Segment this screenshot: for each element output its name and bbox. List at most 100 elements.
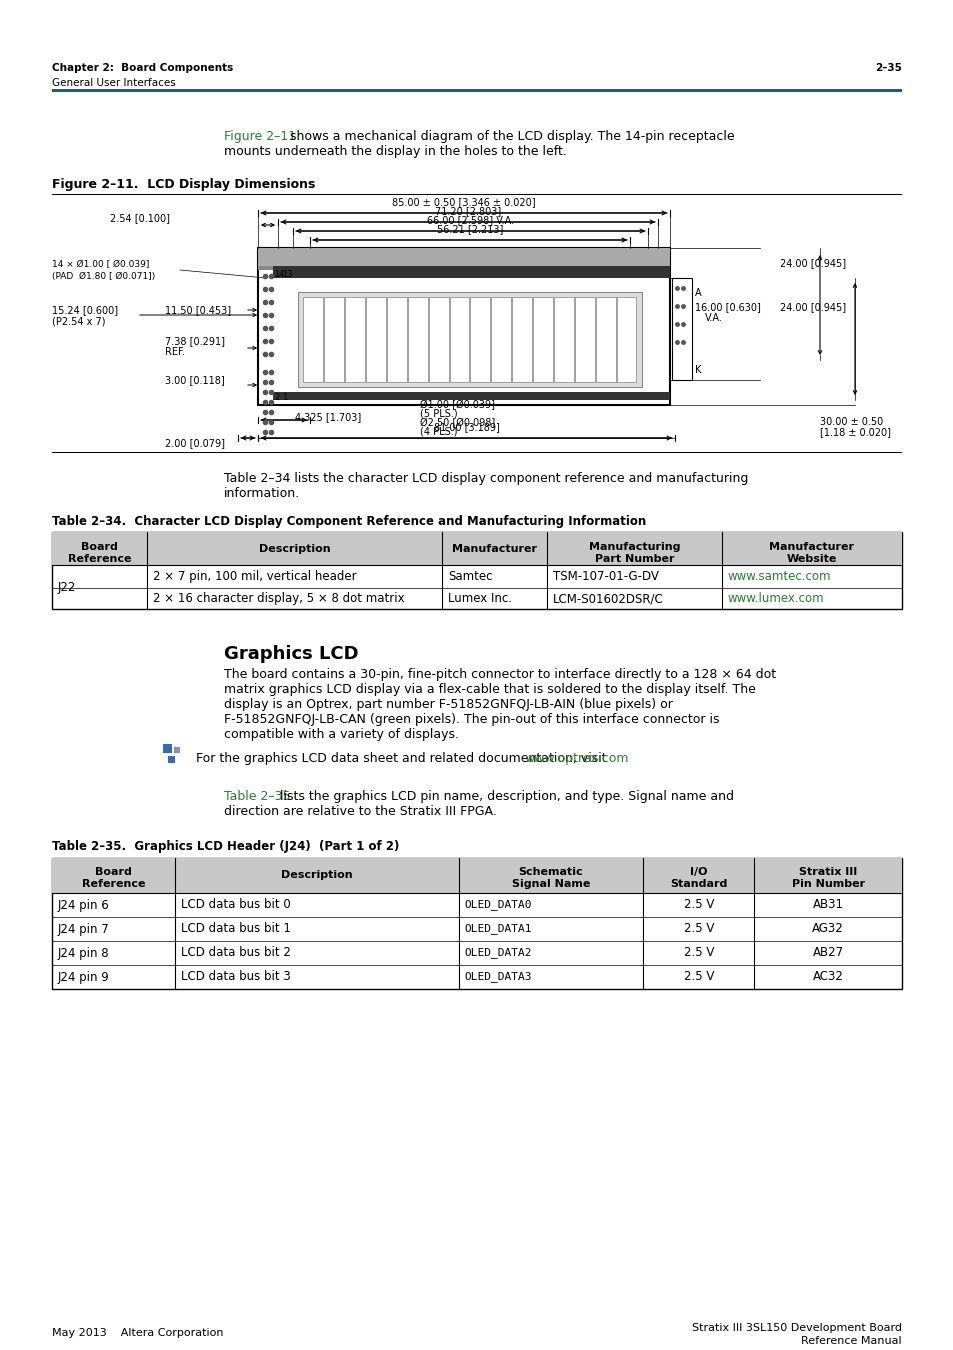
Text: Table 2–34.  Character LCD Display Component Reference and Manufacturing Informa: Table 2–34. Character LCD Display Compon…: [52, 514, 645, 528]
Text: www.samtec.com: www.samtec.com: [727, 570, 831, 583]
Text: J24 pin 6: J24 pin 6: [58, 899, 110, 911]
Text: www.optrex.com: www.optrex.com: [524, 752, 628, 765]
Text: OLED_DATA2: OLED_DATA2: [464, 948, 532, 958]
Text: Description: Description: [258, 544, 330, 554]
Bar: [173, 747, 180, 753]
Bar: [52, 532, 901, 566]
Text: A: A: [695, 288, 700, 298]
Text: Schematic: Schematic: [518, 867, 582, 878]
Text: (4 PLS.): (4 PLS.): [419, 427, 457, 437]
Text: May 2013    Altera Corporation: May 2013 Altera Corporation: [52, 1328, 223, 1338]
Text: shows a mechanical diagram of the LCD display. The 14-pin receptacle: shows a mechanical diagram of the LCD di…: [286, 130, 734, 143]
Text: 24.00 [0.945]: 24.00 [0.945]: [780, 302, 845, 312]
Bar: [163, 744, 172, 753]
Text: LCD data bus bit 3: LCD data bus bit 3: [181, 971, 291, 984]
Text: The board contains a 30-pin, fine-pitch connector to interface directly to a 128: The board contains a 30-pin, fine-pitch …: [224, 668, 776, 680]
Bar: [257, 266, 669, 270]
Text: Table 2–35.  Graphics LCD Header (J24)  (Part 1 of 2): Table 2–35. Graphics LCD Header (J24) (P…: [52, 840, 399, 853]
Text: Signal Name: Signal Name: [511, 879, 590, 890]
Text: matrix graphics LCD display via a flex-cable that is soldered to the display its: matrix graphics LCD display via a flex-c…: [224, 683, 755, 697]
Text: Samtec: Samtec: [448, 570, 492, 583]
Text: Figure 2–11: Figure 2–11: [224, 130, 295, 143]
Text: Manufacturer: Manufacturer: [452, 544, 537, 554]
Bar: [671, 278, 691, 379]
Text: Figure 2–11.  LCD Display Dimensions: Figure 2–11. LCD Display Dimensions: [52, 178, 315, 190]
Text: TSM-107-01-G-DV: TSM-107-01-G-DV: [553, 570, 659, 583]
Text: 4.325 [1.703]: 4.325 [1.703]: [294, 412, 361, 423]
Text: 16.00 [0.630]: 16.00 [0.630]: [695, 302, 760, 312]
Bar: [616, 297, 636, 382]
Bar: [595, 297, 615, 382]
Text: OLED_DATA1: OLED_DATA1: [464, 923, 532, 934]
Text: Manufacturer: Manufacturer: [769, 541, 854, 552]
Bar: [575, 297, 594, 382]
Text: 3.00 [0.118]: 3.00 [0.118]: [165, 375, 225, 385]
Text: REF.: REF.: [165, 347, 185, 356]
Text: 2 × 16 character display, 5 × 8 dot matrix: 2 × 16 character display, 5 × 8 dot matr…: [152, 593, 404, 605]
Text: mounts underneath the display in the holes to the left.: mounts underneath the display in the hol…: [224, 144, 566, 158]
Text: AC32: AC32: [812, 971, 842, 984]
Bar: [470, 297, 490, 382]
Bar: [273, 392, 669, 400]
Text: 2.54 [0.100]: 2.54 [0.100]: [110, 213, 170, 223]
Text: Manufacturing: Manufacturing: [588, 541, 679, 552]
Text: 14 × Ø1.00 [ Ø0.039]: 14 × Ø1.00 [ Ø0.039]: [52, 261, 150, 269]
Text: 24.00 [0.945]: 24.00 [0.945]: [780, 258, 845, 269]
Bar: [52, 89, 901, 92]
Text: Stratix III 3SL150 Development Board: Stratix III 3SL150 Development Board: [691, 1323, 901, 1332]
Text: 1: 1: [282, 393, 287, 402]
Bar: [273, 266, 669, 278]
Text: (P2.54 x 7): (P2.54 x 7): [52, 317, 106, 327]
Text: Stratix III: Stratix III: [798, 867, 857, 878]
Text: J24 pin 8: J24 pin 8: [58, 946, 110, 960]
Text: Website: Website: [786, 554, 837, 564]
Text: J24 pin 9: J24 pin 9: [58, 971, 110, 984]
Bar: [52, 859, 901, 892]
Text: information.: information.: [224, 487, 300, 500]
Text: 56.21 [2.213]: 56.21 [2.213]: [436, 224, 502, 234]
Text: www.lumex.com: www.lumex.com: [727, 593, 823, 605]
Text: 2–35: 2–35: [874, 63, 901, 73]
Text: OLED_DATA3: OLED_DATA3: [464, 972, 532, 983]
Text: For the graphics LCD data sheet and related documentation, visit: For the graphics LCD data sheet and rela…: [195, 752, 610, 765]
Text: OLED_DATA0: OLED_DATA0: [464, 899, 532, 910]
Text: 2.5 V: 2.5 V: [683, 946, 713, 960]
Text: Pin Number: Pin Number: [791, 879, 863, 890]
Bar: [257, 248, 669, 405]
Text: lists the graphics LCD pin name, description, and type. Signal name and: lists the graphics LCD pin name, descrip…: [275, 790, 733, 803]
Text: F-51852GNFQJ-LB-CAN (green pixels). The pin-out of this interface connector is: F-51852GNFQJ-LB-CAN (green pixels). The …: [224, 713, 719, 726]
Bar: [52, 532, 901, 609]
Bar: [428, 297, 448, 382]
Text: LCD data bus bit 1: LCD data bus bit 1: [181, 922, 291, 936]
Text: K: K: [695, 364, 700, 375]
Text: I/O: I/O: [689, 867, 707, 878]
Bar: [52, 859, 901, 990]
Text: Standard: Standard: [669, 879, 727, 890]
Text: Description: Description: [281, 871, 353, 880]
Text: 15.24 [0.600]: 15.24 [0.600]: [52, 305, 118, 315]
Text: 2.5 V: 2.5 V: [683, 899, 713, 911]
Text: General User Interfaces: General User Interfaces: [52, 78, 175, 88]
Text: Lumex Inc.: Lumex Inc.: [448, 593, 512, 605]
Bar: [366, 297, 386, 382]
Text: display is an Optrex, part number F-51852GNFQJ-LB-AIN (blue pixels) or: display is an Optrex, part number F-5185…: [224, 698, 672, 711]
Text: Ø1.00 [Ø0.039]: Ø1.00 [Ø0.039]: [419, 400, 495, 410]
Text: Part Number: Part Number: [594, 554, 674, 564]
Text: 85.00 ± 0.50 [3.346 ± 0.020]: 85.00 ± 0.50 [3.346 ± 0.020]: [392, 197, 536, 207]
Bar: [533, 297, 553, 382]
Bar: [387, 297, 406, 382]
Text: 14: 14: [274, 270, 284, 279]
Text: Board: Board: [95, 867, 132, 878]
Bar: [324, 297, 344, 382]
Text: J24 pin 7: J24 pin 7: [58, 922, 110, 936]
Text: (PAD  Ø1.80 [ Ø0.071]): (PAD Ø1.80 [ Ø0.071]): [52, 271, 155, 281]
Text: Table 2–35: Table 2–35: [224, 790, 291, 803]
Text: LCM-S01602DSR/C: LCM-S01602DSR/C: [553, 593, 663, 605]
Text: direction are relative to the Stratix III FPGA.: direction are relative to the Stratix II…: [224, 805, 497, 818]
Text: Board: Board: [81, 541, 118, 552]
Text: AG32: AG32: [811, 922, 843, 936]
Text: 2: 2: [274, 393, 279, 402]
Text: AB31: AB31: [812, 899, 842, 911]
Bar: [257, 248, 669, 266]
Text: 66.00 [2.598] V.A.: 66.00 [2.598] V.A.: [427, 215, 514, 225]
